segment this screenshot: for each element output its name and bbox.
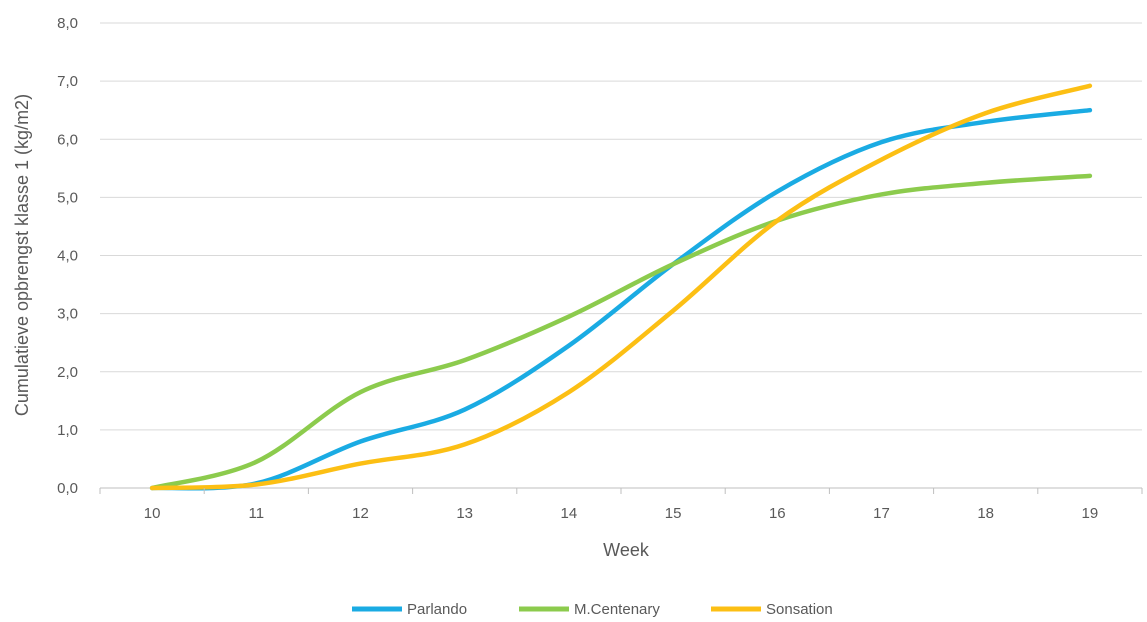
x-tick-label: 16 — [769, 505, 786, 522]
x-tick-label: 12 — [352, 505, 369, 522]
x-axis-title: Week — [603, 540, 650, 560]
y-tick-label: 5,0 — [57, 189, 78, 206]
y-tick-labels: 0,0 1,0 2,0 3,0 4,0 5,0 6,0 7,0 8,0 — [57, 15, 78, 497]
y-tick-label: 4,0 — [57, 248, 78, 265]
x-tick-label: 19 — [1082, 505, 1099, 522]
x-tick-label: 11 — [249, 505, 265, 522]
legend-label: Sonsation — [766, 601, 833, 618]
series-line-sonsation — [149, 83, 1093, 491]
y-tick-label: 7,0 — [57, 73, 78, 90]
x-tick-label: 14 — [561, 505, 578, 522]
y-tick-label: 8,0 — [57, 15, 78, 32]
x-tick-label: 18 — [977, 505, 994, 522]
legend-item: Parlando — [352, 601, 467, 618]
legend-label: M.Centenary — [574, 601, 660, 618]
x-tick-label: 13 — [456, 505, 473, 522]
legend-item: M.Centenary — [519, 601, 660, 618]
series-line-parlando — [149, 107, 1093, 491]
legend: Parlando M.Centenary Sonsation — [352, 601, 833, 618]
grid-lines — [100, 22, 1142, 489]
y-axis-title: Cumulatieve opbrengst klasse 1 (kg/m2) — [12, 94, 32, 416]
x-tick-labels: 10 11 12 13 14 15 16 17 18 19 — [99, 488, 1143, 522]
y-tick-label: 1,0 — [57, 422, 78, 439]
x-tick-label: 15 — [665, 505, 682, 522]
series-lines — [149, 83, 1093, 491]
x-tick-label: 10 — [144, 505, 161, 522]
y-tick-label: 0,0 — [57, 480, 78, 497]
y-tick-label: 2,0 — [57, 364, 78, 381]
series-line-m-centenary — [149, 173, 1093, 491]
y-tick-label: 3,0 — [57, 306, 78, 323]
legend-item: Sonsation — [711, 601, 833, 618]
legend-label: Parlando — [407, 601, 467, 618]
y-tick-label: 6,0 — [57, 131, 78, 148]
x-tick-label: 17 — [873, 505, 890, 522]
